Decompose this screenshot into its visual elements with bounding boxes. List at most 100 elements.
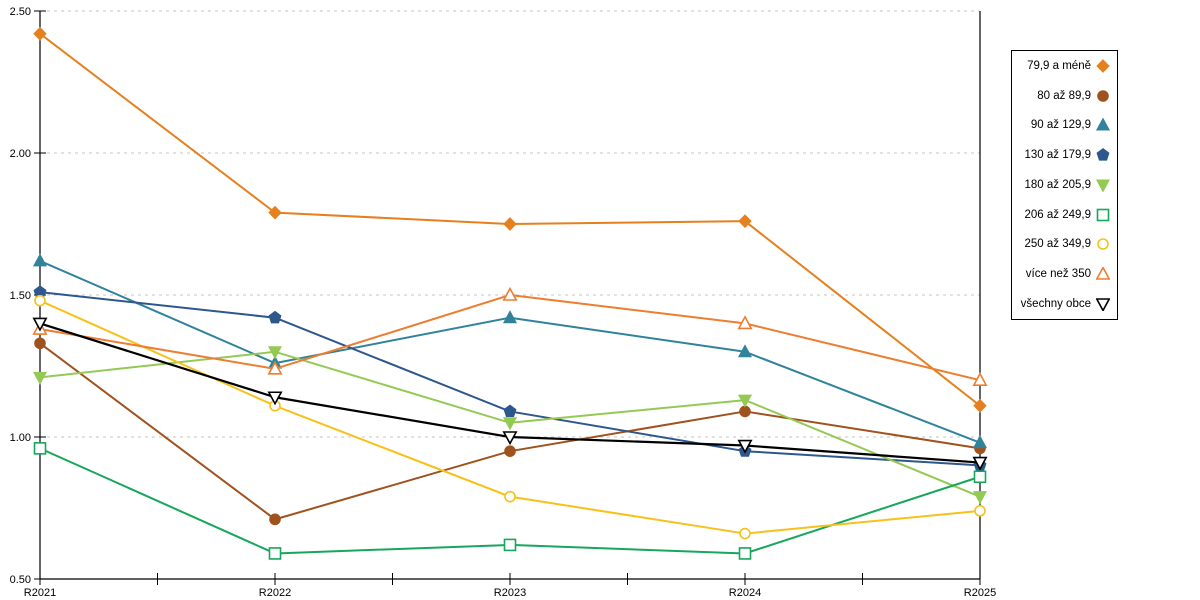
legend-label: 206 až 249,9 [1024,208,1091,221]
circle-open-icon [974,505,986,517]
legend-item: 180 až 205,9 [1012,171,1117,199]
legend-label: více než 350 [1025,268,1091,281]
pentagon-filled-icon [503,404,517,418]
legend-item: všechny obce [1012,290,1117,318]
triangle-down-filled-icon [267,346,283,360]
triangle-down-filled-icon [737,394,753,408]
triangle-down-filled-icon [972,491,988,505]
circle-filled-icon [504,445,516,458]
data-point-marker [32,371,48,385]
legend-item: 130 až 179,9 [1012,141,1117,169]
y-tick-label: 2.00 [10,148,31,160]
triangle-up-filled-icon [972,435,988,449]
data-point-marker [33,442,47,455]
data-point-marker [502,431,518,446]
data-point-marker [268,547,282,560]
data-point-marker [737,344,753,358]
data-point-marker [267,391,283,406]
circle-open-icon [739,527,751,540]
triangle-up-filled-icon [32,253,48,267]
data-point-marker [503,404,517,418]
triangle-down-open-icon [737,439,753,454]
data-point-marker [974,505,986,517]
triangle-up-filled-icon-shape [1096,118,1110,131]
triangle-up-filled-icon [1096,118,1110,131]
data-point-marker [972,456,988,471]
legend-label: 180 až 205,9 [1024,178,1091,191]
pentagon-filled-icon [268,310,282,324]
square-open-icon [973,470,987,484]
data-point-marker [739,405,751,418]
data-point-marker [972,491,988,505]
triangle-up-open-icon [972,372,988,387]
data-point-marker [739,527,751,540]
triangle-down-open-icon [502,431,518,446]
circle-filled-icon [34,337,46,350]
square-open-icon [268,547,282,560]
data-point-marker [268,205,282,220]
triangle-up-filled-icon [502,310,518,324]
data-point-marker [34,294,46,307]
diamond-filled-icon-shape [1096,58,1110,73]
data-point-marker [267,360,283,375]
data-point-marker [737,394,753,408]
pentagon-filled-icon-shape [1096,148,1110,161]
data-point-marker [502,286,518,301]
data-point-marker [738,214,752,229]
data-point-marker [504,490,516,503]
triangle-up-filled-icon [737,344,753,358]
x-tick-label: R2025 [964,587,996,599]
data-point-marker [738,547,752,560]
triangle-up-open-icon [737,315,753,330]
triangle-up-open-icon [267,360,283,375]
data-point-marker [32,317,48,332]
pentagon-filled-icon [1096,148,1110,161]
circle-open-icon [1097,238,1109,251]
data-point-marker [33,26,47,41]
square-open-icon-shape [1096,208,1110,222]
square-open-icon [1096,208,1110,222]
circle-open-icon [504,490,516,503]
circle-filled-icon-shape [1097,89,1109,102]
x-tick-label: R2022 [259,587,291,599]
x-tick-label: R2021 [24,587,56,599]
triangle-down-open-icon [1096,298,1110,311]
triangle-down-filled-icon-shape [1096,179,1110,192]
diamond-filled-icon [33,26,47,41]
triangle-up-open-icon-shape [1096,267,1110,281]
data-point-marker [973,470,987,484]
x-tick-label: R2023 [494,587,526,599]
diamond-filled-icon [1096,58,1110,73]
circle-filled-icon [1097,89,1109,102]
legend-item: 90 až 129,9 [1012,111,1117,139]
diamond-filled-icon [973,398,987,413]
data-point-marker [973,398,987,413]
y-tick-label: 2.50 [10,6,31,18]
data-point-marker [503,217,517,231]
triangle-up-open-icon [502,286,518,301]
legend-item: 206 až 249,9 [1012,201,1117,229]
y-tick-label: 1.00 [10,432,31,444]
legend-label: 90 až 129,9 [1030,119,1091,132]
square-open-icon [33,442,47,455]
data-point-marker [268,310,282,324]
square-open-icon [503,538,517,552]
triangle-down-filled-icon [32,371,48,385]
y-tick-label: 0.50 [10,574,31,586]
data-point-marker [972,372,988,387]
x-tick-label: R2024 [729,587,761,599]
legend-item: 80 až 89,9 [1012,82,1117,110]
triangle-down-open-icon [267,391,283,406]
triangle-down-open-icon [32,317,48,332]
y-tick-label: 1.50 [10,290,31,302]
data-point-marker [502,417,518,431]
legend-item: 79,9 a méně [1012,52,1117,80]
legend-label: 79,9 a méně [1027,59,1091,72]
triangle-down-filled-icon [502,417,518,431]
legend-label: 80 až 89,9 [1037,89,1091,102]
diamond-filled-icon [738,214,752,229]
data-point-marker [32,253,48,267]
triangle-down-open-icon [972,456,988,471]
